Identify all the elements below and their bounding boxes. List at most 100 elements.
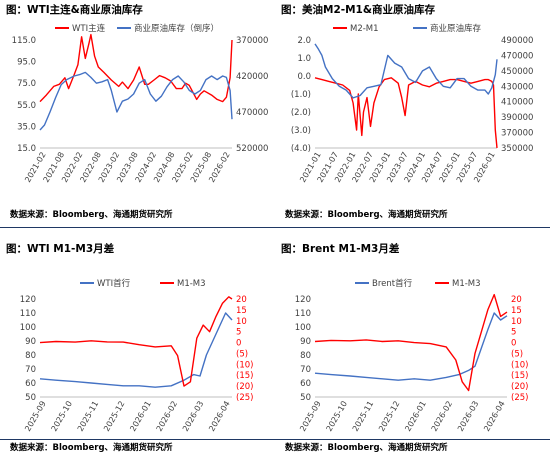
source-note: 数据来源：Bloomberg、海通期货研究所 (285, 210, 448, 220)
section-divider (275, 439, 550, 440)
y-left-tick-label: 120 (295, 295, 311, 305)
y-right-tick-label: 5 (511, 328, 516, 338)
series-line (314, 312, 508, 381)
y-left-tick-label: 100 (20, 323, 36, 333)
panel-wti-inventory: 图：WTI主连&商业原油库存 115.0 95.0 75.0 55.0 35.0 15.0… (0, 0, 275, 227)
y-left-tick-label: 1.0 (297, 54, 311, 64)
chart-brent-spread: 120110100908070605020151050(5)(10)(15)(2… (295, 278, 529, 433)
section-divider (0, 227, 275, 228)
legend-label: Brent首行 (372, 278, 413, 289)
y-right-tick-label: (5) (511, 349, 523, 359)
series-line (314, 293, 508, 392)
chart-title: 图：WTI主连&商业原油库存 (6, 4, 143, 16)
y-right-tick-label: (20) (511, 382, 528, 392)
y-right-tick-label: 470000 (236, 108, 268, 118)
y-right-tick-label: 420000 (236, 72, 268, 82)
y-right-tick-label: (20) (236, 382, 253, 392)
series-line (39, 33, 233, 103)
y-right-tick-label: 10 (236, 317, 247, 327)
panel-brent-spread: 图：Brent M1-M3月差 120 110 100 90 80 70 60 50 20 15 1… (275, 227, 550, 454)
y-right-tick-label: 15 (511, 306, 522, 316)
x-tick-label: 2025-09 (298, 400, 323, 433)
y-right-tick-label: 520000 (236, 144, 268, 154)
y-right-tick-label: 350000 (501, 144, 533, 154)
series-line (39, 296, 233, 387)
y-right-tick-label: 430000 (501, 82, 533, 92)
chart-title: 图：WTI M1-M3月差 (6, 243, 115, 255)
source-note: 数据来源：Bloomberg、海通期货研究所 (10, 443, 173, 453)
chart-wti-inventory: 115.0 95.0 75.0 55.0 35.0 15.0 370000 420000 470… (12, 23, 269, 184)
series-line (39, 312, 233, 388)
y-left-tick-label: 15.0 (17, 144, 36, 154)
y-right-tick-label: 390000 (501, 113, 533, 123)
y-right-tick-label: 370000 (236, 36, 268, 46)
y-right-tick-label: (15) (236, 371, 253, 381)
y-left-tick-label: (1.0) (291, 90, 311, 100)
y-right-tick-label: (5) (236, 349, 248, 359)
y-left-tick-label: (2.0) (291, 108, 311, 118)
y-right-tick-label: 410000 (501, 98, 533, 108)
y-right-tick-label: (10) (236, 360, 253, 370)
panel-m2m1-inventory: 图：美油M2-M1&商业原油库存 2.0 1.0 0.0 (1.0) (2.0) (3.0… (275, 0, 550, 227)
legend-label: WTI首行 (97, 278, 131, 289)
y-right-tick-label: (15) (511, 371, 528, 381)
source-note: 数据来源：Bloomberg、海通期货研究所 (285, 443, 448, 453)
legend-label: M1-M3 (177, 279, 206, 289)
y-left-tick-label: 70 (25, 365, 36, 375)
y-left-tick-label: 70 (300, 365, 311, 375)
y-left-tick-label: 35.0 (17, 122, 36, 132)
x-tick-label: 2025-09 (23, 400, 48, 433)
x-tick-label: 2025-12 (102, 400, 127, 433)
chart-title: 图：Brent M1-M3月差 (281, 243, 400, 255)
x-tick-label: 2026-02 (155, 400, 180, 433)
y-left-tick-label: 60 (25, 379, 36, 389)
y-left-tick-label: 60 (300, 379, 311, 389)
y-left-tick-label: 115.0 (12, 36, 36, 46)
legend-label: 商业原油库存（倒序） (134, 23, 219, 34)
chart-title: 图：美油M2-M1&商业原油库存 (281, 4, 436, 16)
series-line (314, 43, 498, 99)
y-left-tick-label: 90 (300, 337, 311, 347)
x-tick-label: 2025-10 (50, 400, 75, 433)
y-left-tick-label: 2.0 (297, 36, 311, 46)
y-right-tick-label: 15 (236, 306, 247, 316)
x-tick-label: 2026-03 (456, 400, 481, 433)
y-right-tick-label: 450000 (501, 67, 533, 77)
legend-label: M2-M1 (350, 24, 379, 34)
legend-label: 商业原油库存 (430, 23, 482, 34)
y-left-tick-label: (4.0) (291, 144, 311, 154)
y-left-tick-label: 110 (20, 309, 36, 319)
series-line (39, 71, 233, 131)
y-left-tick-label: 100 (295, 323, 311, 333)
y-left-tick-label: 0.0 (297, 72, 311, 82)
y-right-tick-label: (10) (511, 360, 528, 370)
y-left-tick-label: 120 (20, 295, 36, 305)
x-tick-label: 2026-01 (128, 400, 153, 433)
y-left-tick-label: 55.0 (17, 101, 36, 111)
source-note: 数据来源：Bloomberg、海通期货研究所 (10, 210, 173, 220)
y-left-tick-label: 80 (25, 351, 36, 361)
x-tick-label: 2025-10 (325, 400, 350, 433)
x-tick-label: 2026-02 (430, 400, 455, 433)
x-tick-label: 2026-03 (181, 400, 206, 433)
x-tick-label: 2026-01 (403, 400, 428, 433)
series-line (314, 77, 498, 149)
y-right-tick-label: (25) (236, 393, 253, 403)
y-left-tick-label: 50 (25, 393, 36, 403)
y-right-tick-label: 20 (511, 295, 522, 305)
section-divider (275, 227, 550, 228)
x-tick-label: 2026-04 (482, 400, 507, 433)
x-tick-label: 2026-04 (207, 400, 232, 433)
chart-wti-spread: 120110100908070605020151050(5)(10)(15)(2… (20, 278, 254, 433)
y-right-tick-label: 20 (236, 295, 247, 305)
section-divider (0, 439, 275, 440)
legend-label: WTI主连 (72, 23, 106, 34)
y-left-tick-label: 95.0 (17, 58, 36, 68)
y-left-tick-label: 80 (300, 351, 311, 361)
chart-m2m1-inventory: 2.0 1.0 0.0 (1.0) (2.0) (3.0) (4.0) 490000 47000… (291, 23, 534, 184)
panel-wti-spread: 图：WTI M1-M3月差 120 110 100 90 80 70 60 50 20 15 10 5… (0, 227, 275, 454)
x-tick-label: 2025-12 (377, 400, 402, 433)
y-right-tick-label: 470000 (501, 51, 533, 61)
y-left-tick-label: 90 (25, 337, 36, 347)
y-left-tick-label: 50 (300, 393, 311, 403)
